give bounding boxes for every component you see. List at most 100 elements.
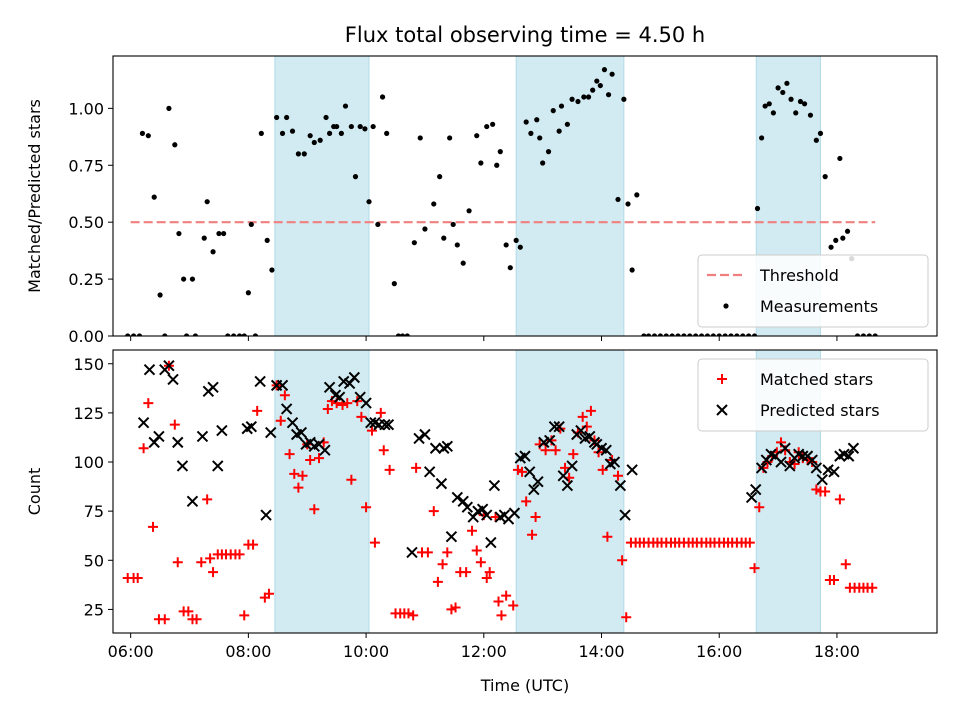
matched-point [749,563,760,574]
matched-point [754,502,765,513]
matched-point [475,557,486,568]
data-point [411,240,417,246]
matched-point [744,537,755,548]
matched-point [369,537,380,548]
data-point [817,130,824,136]
data-point [569,96,575,102]
matched-point [309,504,320,515]
predicted-point [143,363,156,376]
predicted-point [461,501,474,513]
data-point [581,94,587,100]
predicted-point [186,495,199,508]
data-point [362,126,368,132]
data-point [181,276,187,282]
predicted-point [528,483,540,496]
data-point [162,333,168,336]
data-point [441,235,447,241]
x-tick-label: 06:00 [108,642,154,661]
data-point [248,221,254,228]
matched-point [597,464,608,475]
data-point [813,137,819,143]
matched-point [148,521,159,532]
matched-point [143,398,154,409]
predicted-point [379,418,391,431]
data-point [231,333,237,336]
data-point [751,333,758,336]
predicted-point [750,483,762,496]
predicted-point [508,507,521,519]
data-point [274,114,280,121]
matched-point [169,419,180,430]
legend: Matched stars Predicted stars [697,358,929,432]
matched-point [342,398,353,409]
data-point [564,121,570,127]
y-tick-label: 0.50 [68,213,104,232]
data-point [687,333,693,336]
matched-point [568,449,579,460]
data-point [460,260,466,266]
data-point [528,130,534,136]
data-point [301,151,307,157]
matched-point [540,445,551,456]
y-axis-label: Matched/Predicted stars [25,99,44,293]
legend-label: Matched stars [760,370,873,389]
predicted-point [445,530,458,543]
data-point [540,160,546,166]
data-point [216,230,222,237]
predicted-point [280,403,293,415]
matched-point [356,411,367,422]
data-point [762,103,768,109]
matched-point [493,596,504,607]
data-point [704,333,711,336]
matched-point [132,572,143,583]
data-point [210,249,216,255]
data-point [447,135,453,141]
data-point [754,205,761,212]
predicted-point [265,426,277,439]
predicted-point [167,373,179,386]
predicted-point [176,460,189,472]
data-point [366,199,372,205]
predicted-point [319,444,331,456]
data-point [225,333,231,336]
matched-point [239,610,250,621]
data-point [204,199,210,205]
data-point [766,101,772,107]
predicted-point [488,479,501,492]
data-point [605,92,612,98]
predicted-point [435,477,448,490]
predicted-point [619,509,631,521]
data-point [136,333,143,336]
data-point [484,123,490,130]
data-point [594,78,600,84]
predicted-point [566,460,578,472]
data-point [201,235,207,241]
data-point [284,114,290,121]
predicted-point [413,432,425,445]
observing-interval [515,56,625,336]
legend-label: Threshold [759,266,839,285]
data-point [872,333,878,336]
data-point [295,151,301,157]
y-tick-label: 75 [84,502,104,521]
predicted-point [843,450,855,462]
matched-point [530,512,541,523]
data-point [399,333,406,336]
data-point [837,155,843,162]
matched-point [159,614,170,625]
legend-box [697,358,929,432]
y-tick-label: 50 [84,551,104,570]
predicted-point [806,454,818,466]
matched-point [375,407,386,418]
data-point [728,333,734,336]
data-point [681,333,687,336]
data-point [822,174,828,180]
matched-point [776,437,787,448]
matched-point [422,547,433,558]
legend-matched-swatch [717,374,727,384]
data-point [550,108,556,114]
data-point [375,221,381,228]
data-point [269,267,275,273]
predicted-point [755,462,768,474]
